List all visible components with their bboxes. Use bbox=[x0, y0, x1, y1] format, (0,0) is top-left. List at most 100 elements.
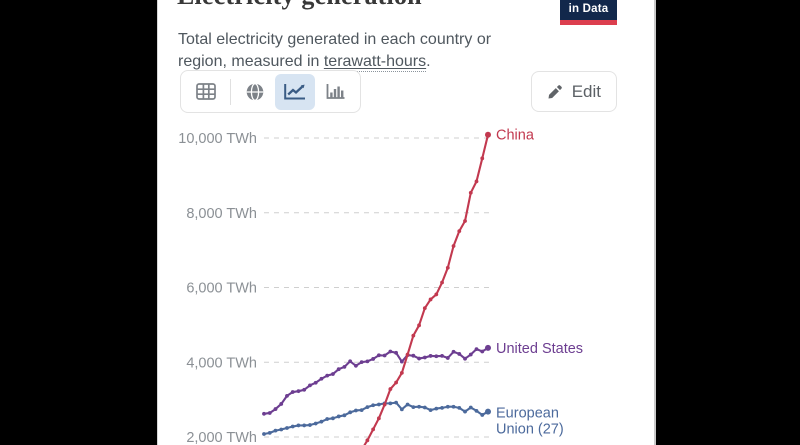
owid-logo-accent-bar bbox=[560, 20, 617, 25]
owid-logo-badge[interactable]: in Data bbox=[560, 0, 617, 25]
series-label-european-union-27: European bbox=[496, 406, 559, 422]
data-point bbox=[428, 354, 433, 358]
data-point bbox=[353, 363, 358, 368]
data-point bbox=[365, 438, 370, 443]
data-point bbox=[359, 408, 364, 412]
data-point bbox=[417, 404, 421, 409]
data-point bbox=[485, 344, 491, 351]
data-point bbox=[480, 413, 485, 417]
data-point bbox=[463, 219, 467, 223]
data-point bbox=[296, 389, 301, 394]
data-point bbox=[428, 408, 433, 412]
data-point bbox=[285, 426, 289, 430]
data-point bbox=[388, 387, 393, 391]
data-point bbox=[422, 355, 427, 360]
data-point bbox=[445, 356, 450, 360]
chart-subtitle: Total electricity generated in each coun… bbox=[178, 29, 491, 72]
data-point bbox=[313, 421, 318, 426]
series-line-china bbox=[363, 134, 490, 445]
data-point bbox=[365, 405, 370, 409]
data-point bbox=[267, 411, 272, 415]
data-point bbox=[485, 408, 491, 415]
data-point bbox=[485, 131, 491, 138]
data-point bbox=[296, 423, 301, 428]
view-map-button[interactable] bbox=[235, 74, 275, 110]
data-point bbox=[457, 229, 462, 234]
line-chart-icon bbox=[284, 84, 305, 100]
owid-chart-panel: Electricity generation Total electricity… bbox=[157, 0, 656, 445]
view-line-chart-button[interactable] bbox=[275, 73, 315, 110]
data-point bbox=[440, 405, 444, 410]
pencil-icon bbox=[548, 84, 562, 98]
chart-title: Electricity generation bbox=[177, 0, 422, 10]
data-point bbox=[440, 280, 444, 285]
y-axis-tick-label: 10,000 TWh bbox=[178, 131, 257, 147]
data-point bbox=[463, 356, 467, 361]
data-point bbox=[273, 428, 278, 433]
data-point bbox=[411, 333, 416, 338]
bar-chart-icon bbox=[326, 84, 345, 99]
view-bar-chart-button[interactable] bbox=[315, 74, 355, 110]
terawatt-hours-link[interactable]: terawatt-hours bbox=[323, 52, 427, 72]
data-point bbox=[273, 407, 278, 411]
data-point bbox=[434, 354, 439, 359]
data-point bbox=[474, 408, 479, 413]
table-icon bbox=[196, 83, 216, 100]
series-china[interactable]: China bbox=[264, 128, 535, 445]
data-point bbox=[279, 427, 284, 432]
data-point bbox=[399, 371, 404, 375]
data-point bbox=[348, 359, 353, 364]
data-point bbox=[382, 353, 387, 358]
toolbar-divider bbox=[230, 78, 231, 105]
data-point bbox=[302, 423, 307, 428]
data-point bbox=[445, 404, 450, 409]
view-switcher bbox=[180, 70, 361, 113]
data-point bbox=[313, 380, 318, 385]
data-point bbox=[331, 372, 335, 376]
data-point bbox=[394, 400, 399, 405]
data-point bbox=[331, 416, 335, 421]
data-point bbox=[336, 367, 341, 372]
data-point bbox=[468, 352, 473, 357]
series-label-united-states: United States bbox=[496, 341, 583, 357]
data-point bbox=[262, 411, 266, 416]
data-point bbox=[371, 357, 376, 361]
data-point bbox=[388, 401, 393, 406]
data-point bbox=[468, 190, 473, 195]
subtitle-line1: Total electricity generated in each coun… bbox=[178, 31, 492, 48]
data-point bbox=[290, 390, 295, 394]
series-united-states[interactable]: United States bbox=[262, 341, 583, 416]
data-point bbox=[359, 360, 364, 365]
series-label-european-union-27: Union (27) bbox=[496, 422, 564, 438]
data-point bbox=[399, 359, 404, 364]
data-point bbox=[308, 383, 312, 388]
edit-button[interactable]: Edit bbox=[530, 71, 617, 112]
data-point bbox=[451, 404, 456, 409]
data-point bbox=[411, 353, 416, 358]
line-chart-canvas: 2,000 TWh 4,000 TWh 6,000 TWh 8,000 TWh 10,0… bbox=[178, 128, 583, 445]
data-point bbox=[457, 405, 462, 410]
subtitle-period: . bbox=[426, 52, 431, 70]
subtitle-line2: region, measured in bbox=[178, 52, 324, 70]
data-point bbox=[342, 364, 347, 369]
series-line-european-union-27 bbox=[263, 401, 489, 436]
data-point bbox=[382, 402, 387, 407]
data-point bbox=[480, 156, 485, 161]
data-point bbox=[394, 350, 399, 355]
data-point bbox=[474, 179, 479, 184]
data-point bbox=[262, 432, 266, 436]
data-point bbox=[422, 306, 427, 311]
view-table-button[interactable] bbox=[186, 74, 226, 110]
data-point bbox=[411, 405, 416, 409]
series-label-china: China bbox=[496, 128, 535, 144]
globe-icon bbox=[246, 82, 264, 101]
data-point bbox=[445, 265, 450, 270]
data-point bbox=[434, 406, 439, 411]
data-point bbox=[474, 347, 479, 351]
data-point bbox=[325, 417, 330, 421]
data-point bbox=[336, 414, 341, 419]
data-point bbox=[451, 244, 456, 248]
data-point bbox=[353, 408, 358, 413]
